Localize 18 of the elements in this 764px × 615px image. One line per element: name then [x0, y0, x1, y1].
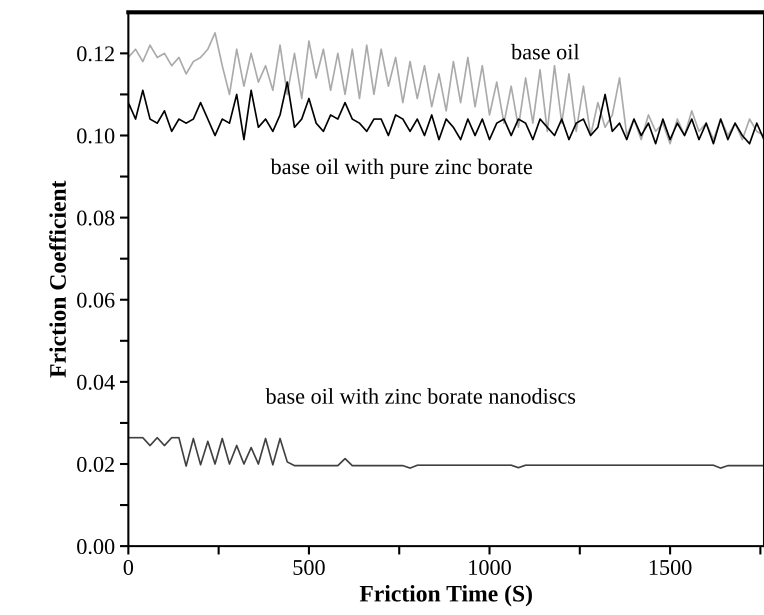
y-tick-label: 0.00 — [77, 539, 114, 554]
x-tick-label: 1000 — [469, 560, 511, 575]
x-tick-label: 0 — [124, 560, 134, 575]
series-label: base oil — [511, 44, 580, 60]
y-tick-label: 0.06 — [77, 292, 114, 308]
y-tick-label: 0.02 — [77, 456, 114, 472]
y-axis-title: Friction Coefficient — [49, 180, 66, 378]
series-label: base oil with pure zinc borate — [270, 158, 532, 179]
x-axis-title: Friction Time (S) — [360, 585, 532, 606]
y-tick-label: 0.12 — [77, 46, 114, 62]
series-label: base oil with zinc borate nanodiscs — [266, 388, 576, 404]
y-tick-label: 0.04 — [77, 374, 115, 390]
line-series — [128, 436, 764, 469]
x-tick-label: 500 — [294, 560, 325, 575]
y-tick-label: 0.08 — [77, 210, 114, 226]
y-tick-label: 0.10 — [77, 128, 114, 144]
x-tick-label: 1500 — [650, 560, 692, 575]
line-series — [128, 32, 764, 145]
